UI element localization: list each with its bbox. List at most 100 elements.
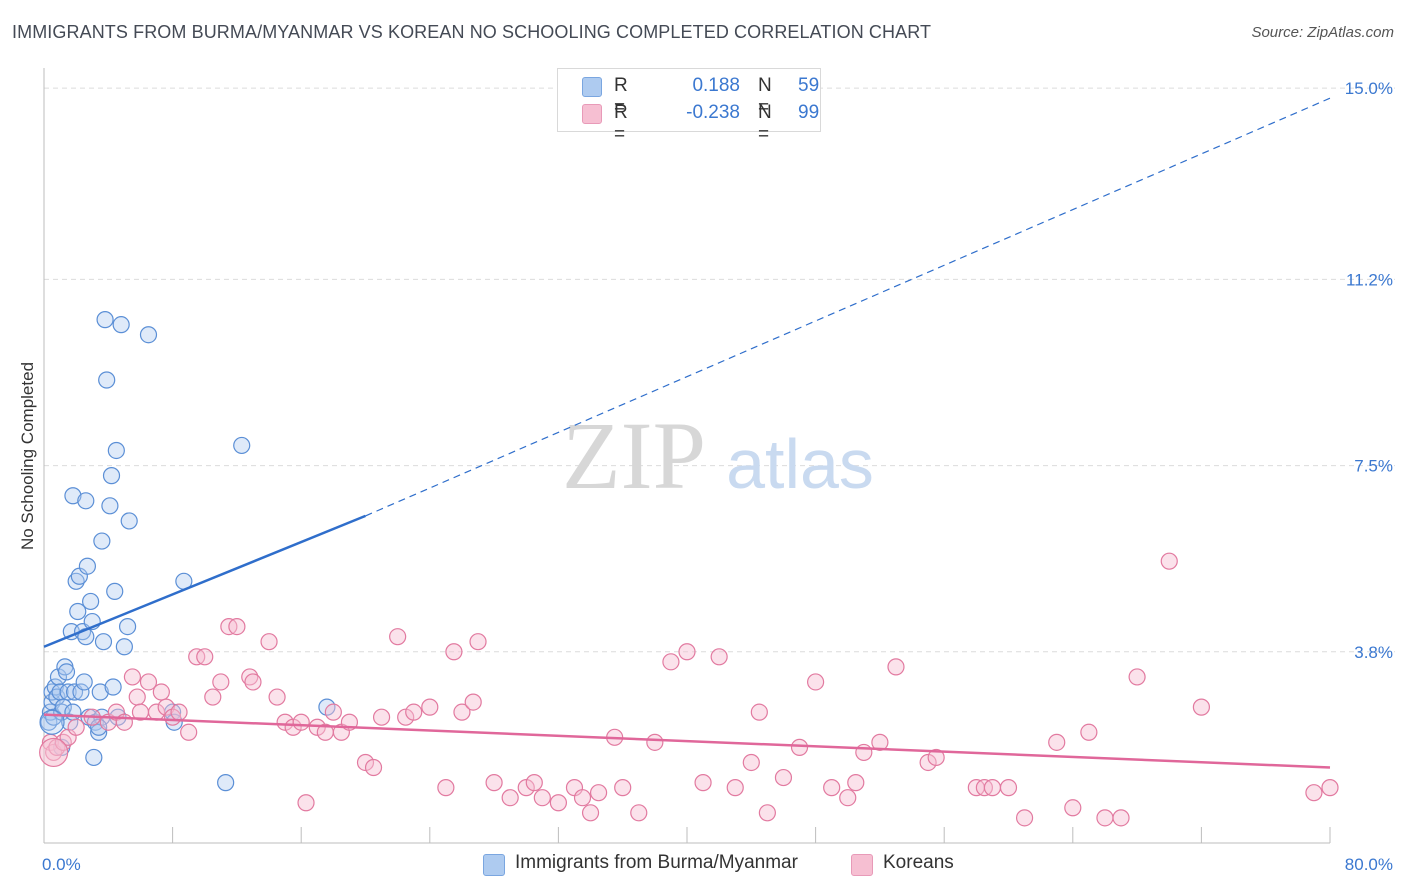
point-korean	[887, 658, 905, 676]
point-korean	[405, 703, 423, 721]
legend-r-value: 0.188	[692, 75, 740, 96]
point-korean	[1321, 779, 1339, 797]
point-korean	[469, 633, 487, 651]
legend-swatch-burma	[582, 77, 602, 97]
point-korean	[1048, 733, 1066, 751]
point-burma	[82, 592, 100, 611]
point-korean	[389, 628, 407, 646]
point-korean	[364, 758, 383, 777]
trend-burma-solid	[43, 514, 366, 648]
point-korean-cluster	[39, 737, 69, 768]
point-burma	[96, 311, 114, 329]
point-korean	[999, 779, 1018, 797]
point-korean	[533, 789, 551, 807]
point-korean	[67, 718, 85, 736]
point-korean	[1015, 809, 1034, 827]
point-korean	[128, 688, 146, 706]
point-korean	[241, 668, 259, 686]
point-korean	[1305, 784, 1323, 802]
point-burma	[72, 683, 90, 701]
point-korean	[1064, 799, 1082, 817]
point-korean	[710, 648, 728, 666]
point-korean	[292, 713, 310, 731]
point-korean	[774, 768, 793, 787]
point-korean	[678, 643, 696, 661]
grid-lines	[44, 87, 1395, 653]
point-burma	[139, 326, 158, 344]
point-korean	[228, 618, 246, 636]
point-burma	[77, 492, 95, 510]
point-burma	[64, 487, 82, 505]
point-burma	[64, 703, 82, 721]
point-korean	[204, 688, 222, 706]
point-korean	[573, 789, 592, 807]
legend-r-label: R =	[614, 75, 628, 118]
point-burma	[104, 678, 122, 696]
point-korean	[464, 693, 482, 711]
point-korean	[742, 753, 760, 772]
legend-label-koreans: Koreans	[883, 852, 954, 873]
point-korean	[157, 698, 175, 716]
point-korean	[1128, 668, 1146, 686]
x-tick-label: 80.0%	[1345, 855, 1393, 874]
chart-title: IMMIGRANTS FROM BURMA/MYANMAR VS KOREAN …	[12, 22, 932, 42]
point-korean	[871, 733, 889, 751]
point-korean	[123, 668, 142, 686]
point-korean	[581, 804, 600, 822]
point-korean	[152, 683, 170, 701]
point-korean	[268, 688, 286, 706]
point-burma	[57, 663, 76, 681]
point-burma	[120, 512, 138, 530]
point-korean	[1096, 809, 1114, 827]
point-burma	[94, 633, 113, 651]
legend-n-label: N =	[758, 102, 772, 145]
point-korean	[855, 743, 873, 762]
legend-swatch-koreans	[582, 104, 602, 124]
point-korean	[589, 784, 608, 802]
point-korean	[501, 789, 519, 807]
point-korean	[1192, 698, 1211, 716]
point-korean	[1080, 723, 1098, 741]
point-burma	[90, 718, 108, 736]
y-tick-label: 15.0%	[1345, 79, 1393, 98]
point-korean	[847, 774, 865, 792]
point-korean	[614, 779, 632, 797]
point-korean	[437, 779, 455, 797]
tick-labels: 3.8% 7.5% 11.2% 15.0% 0.0% 80.0%	[42, 79, 1393, 874]
legend-n-value: 59	[798, 75, 820, 96]
point-burma	[78, 557, 97, 575]
point-burma	[85, 748, 103, 767]
point-korean	[453, 703, 471, 721]
trend-korean-solid	[43, 713, 1331, 769]
point-burma	[217, 774, 235, 792]
point-korean	[790, 738, 809, 756]
point-burma	[98, 371, 116, 389]
point-korean	[372, 708, 391, 726]
point-korean	[260, 633, 278, 651]
point-korean	[485, 774, 503, 792]
point-burma	[101, 497, 119, 515]
legend-label-burma: Immigrants from Burma/Myanmar	[515, 852, 798, 873]
point-korean	[662, 653, 680, 671]
point-korean	[170, 703, 188, 721]
point-korean	[212, 673, 230, 691]
point-korean	[983, 779, 1002, 797]
series-legend: Immigrants from Burma/Myanmar Koreans	[0, 852, 1406, 878]
correlation-legend: R = 0.188 N = 59 R = -0.238 N = 99	[557, 68, 821, 145]
point-korean	[726, 779, 744, 797]
point-korean	[630, 804, 648, 822]
point-burma	[107, 441, 125, 460]
legend-n-value: 99	[798, 102, 820, 123]
point-burma	[59, 683, 77, 701]
legend-r-label: R =	[614, 102, 628, 145]
point-burma	[67, 572, 85, 590]
point-korean	[646, 733, 664, 751]
point-korean	[421, 698, 439, 716]
point-burma	[115, 638, 133, 656]
watermark: ZIP atlas	[562, 402, 874, 509]
point-burma	[69, 602, 87, 621]
point-korean	[196, 648, 214, 666]
point-burma	[233, 436, 251, 455]
point-korean	[694, 774, 712, 792]
point-burma	[112, 316, 130, 334]
